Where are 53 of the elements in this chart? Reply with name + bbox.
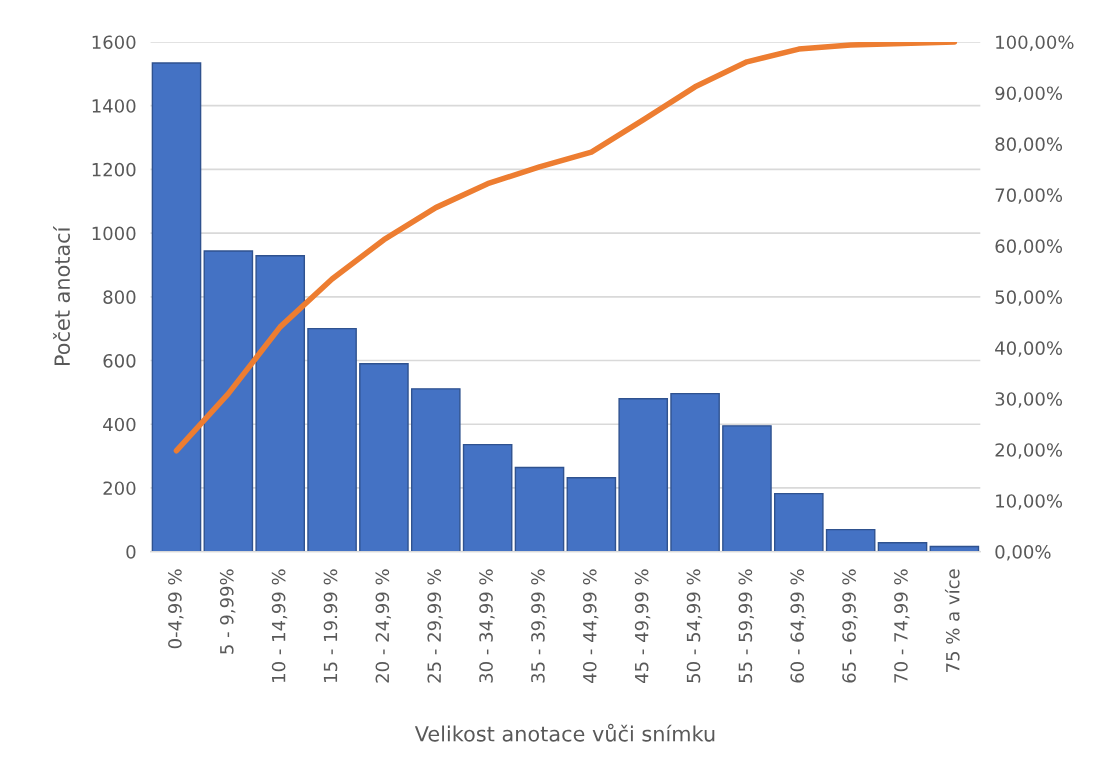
x-tick-label: 45 - 49,99 % <box>634 569 651 683</box>
x-tick-label: 60 - 64,99 % <box>790 569 806 683</box>
bar <box>773 492 824 552</box>
x-tick-label: 50 - 54,99 % <box>686 569 703 683</box>
y-tick-label: 800 <box>103 290 136 304</box>
bar <box>255 255 306 552</box>
x-tick-label: 30 - 34,99 % <box>479 569 495 683</box>
x-tick-label: 20 - 24,99 % <box>375 569 392 683</box>
bar <box>670 392 720 552</box>
bar <box>618 398 669 552</box>
bar <box>462 443 513 552</box>
y-tick-label: 0 <box>126 545 136 559</box>
x-tick-label: 5 - 9,99% <box>219 569 236 654</box>
bar <box>825 528 876 552</box>
bar <box>410 388 461 552</box>
y2-tick-label: 40,00% <box>995 341 1063 357</box>
x-tick-label: 55 - 59,99 % <box>738 569 755 683</box>
y2-tick-label: 20,00% <box>995 443 1063 459</box>
y2-tick-label: 70,00% <box>995 188 1063 204</box>
y-tick-label: 600 <box>103 353 136 368</box>
y-axis-title: Počet anotací <box>53 226 71 366</box>
x-tick-label: 0-4,99 % <box>168 569 184 649</box>
y2-tick-label: 30,00% <box>995 392 1063 408</box>
y2-tick-label: 100,00% <box>996 35 1074 51</box>
bar <box>203 250 254 552</box>
y-tick-label: 200 <box>103 481 136 496</box>
bar <box>151 62 202 552</box>
y2-tick-label: 10,00% <box>996 494 1063 510</box>
x-tick-label: 35 - 39,99 % <box>531 569 547 683</box>
y2-tick-label: 50,00% <box>995 290 1063 306</box>
bar <box>566 477 617 552</box>
x-tick-label: 25 - 29,99 % <box>427 569 443 683</box>
y2-tick-label: 80,00% <box>995 137 1063 153</box>
y2-tick-label: 60,00% <box>995 239 1063 255</box>
bar <box>359 363 409 552</box>
y2-tick-label: 90,00% <box>995 86 1063 102</box>
bar <box>722 425 772 552</box>
bar <box>877 542 928 552</box>
x-tick-label: 65 - 69,99 % <box>842 569 858 683</box>
bar <box>514 466 565 552</box>
x-tick-label: 40 - 44,99 % <box>582 569 599 683</box>
y-tick-label: 1400 <box>92 99 136 113</box>
x-tick-label: 10 - 14,99 % <box>271 569 288 682</box>
x-tick-label: 15 - 19.99 % <box>323 569 338 682</box>
y2-tick-label: 0,00% <box>995 545 1051 561</box>
y-tick-label: 1600 <box>92 35 136 50</box>
x-tick-label: 70 - 74,99 % <box>894 569 910 683</box>
y-tick-label: 1200 <box>92 162 136 177</box>
x-tick-label: 75 % a více <box>944 569 960 672</box>
y-tick-label: 1000 <box>92 226 136 241</box>
bar <box>307 327 357 552</box>
y-tick-label: 400 <box>103 417 136 432</box>
x-axis-title: Velikost anotace vůči snímku <box>414 723 715 742</box>
